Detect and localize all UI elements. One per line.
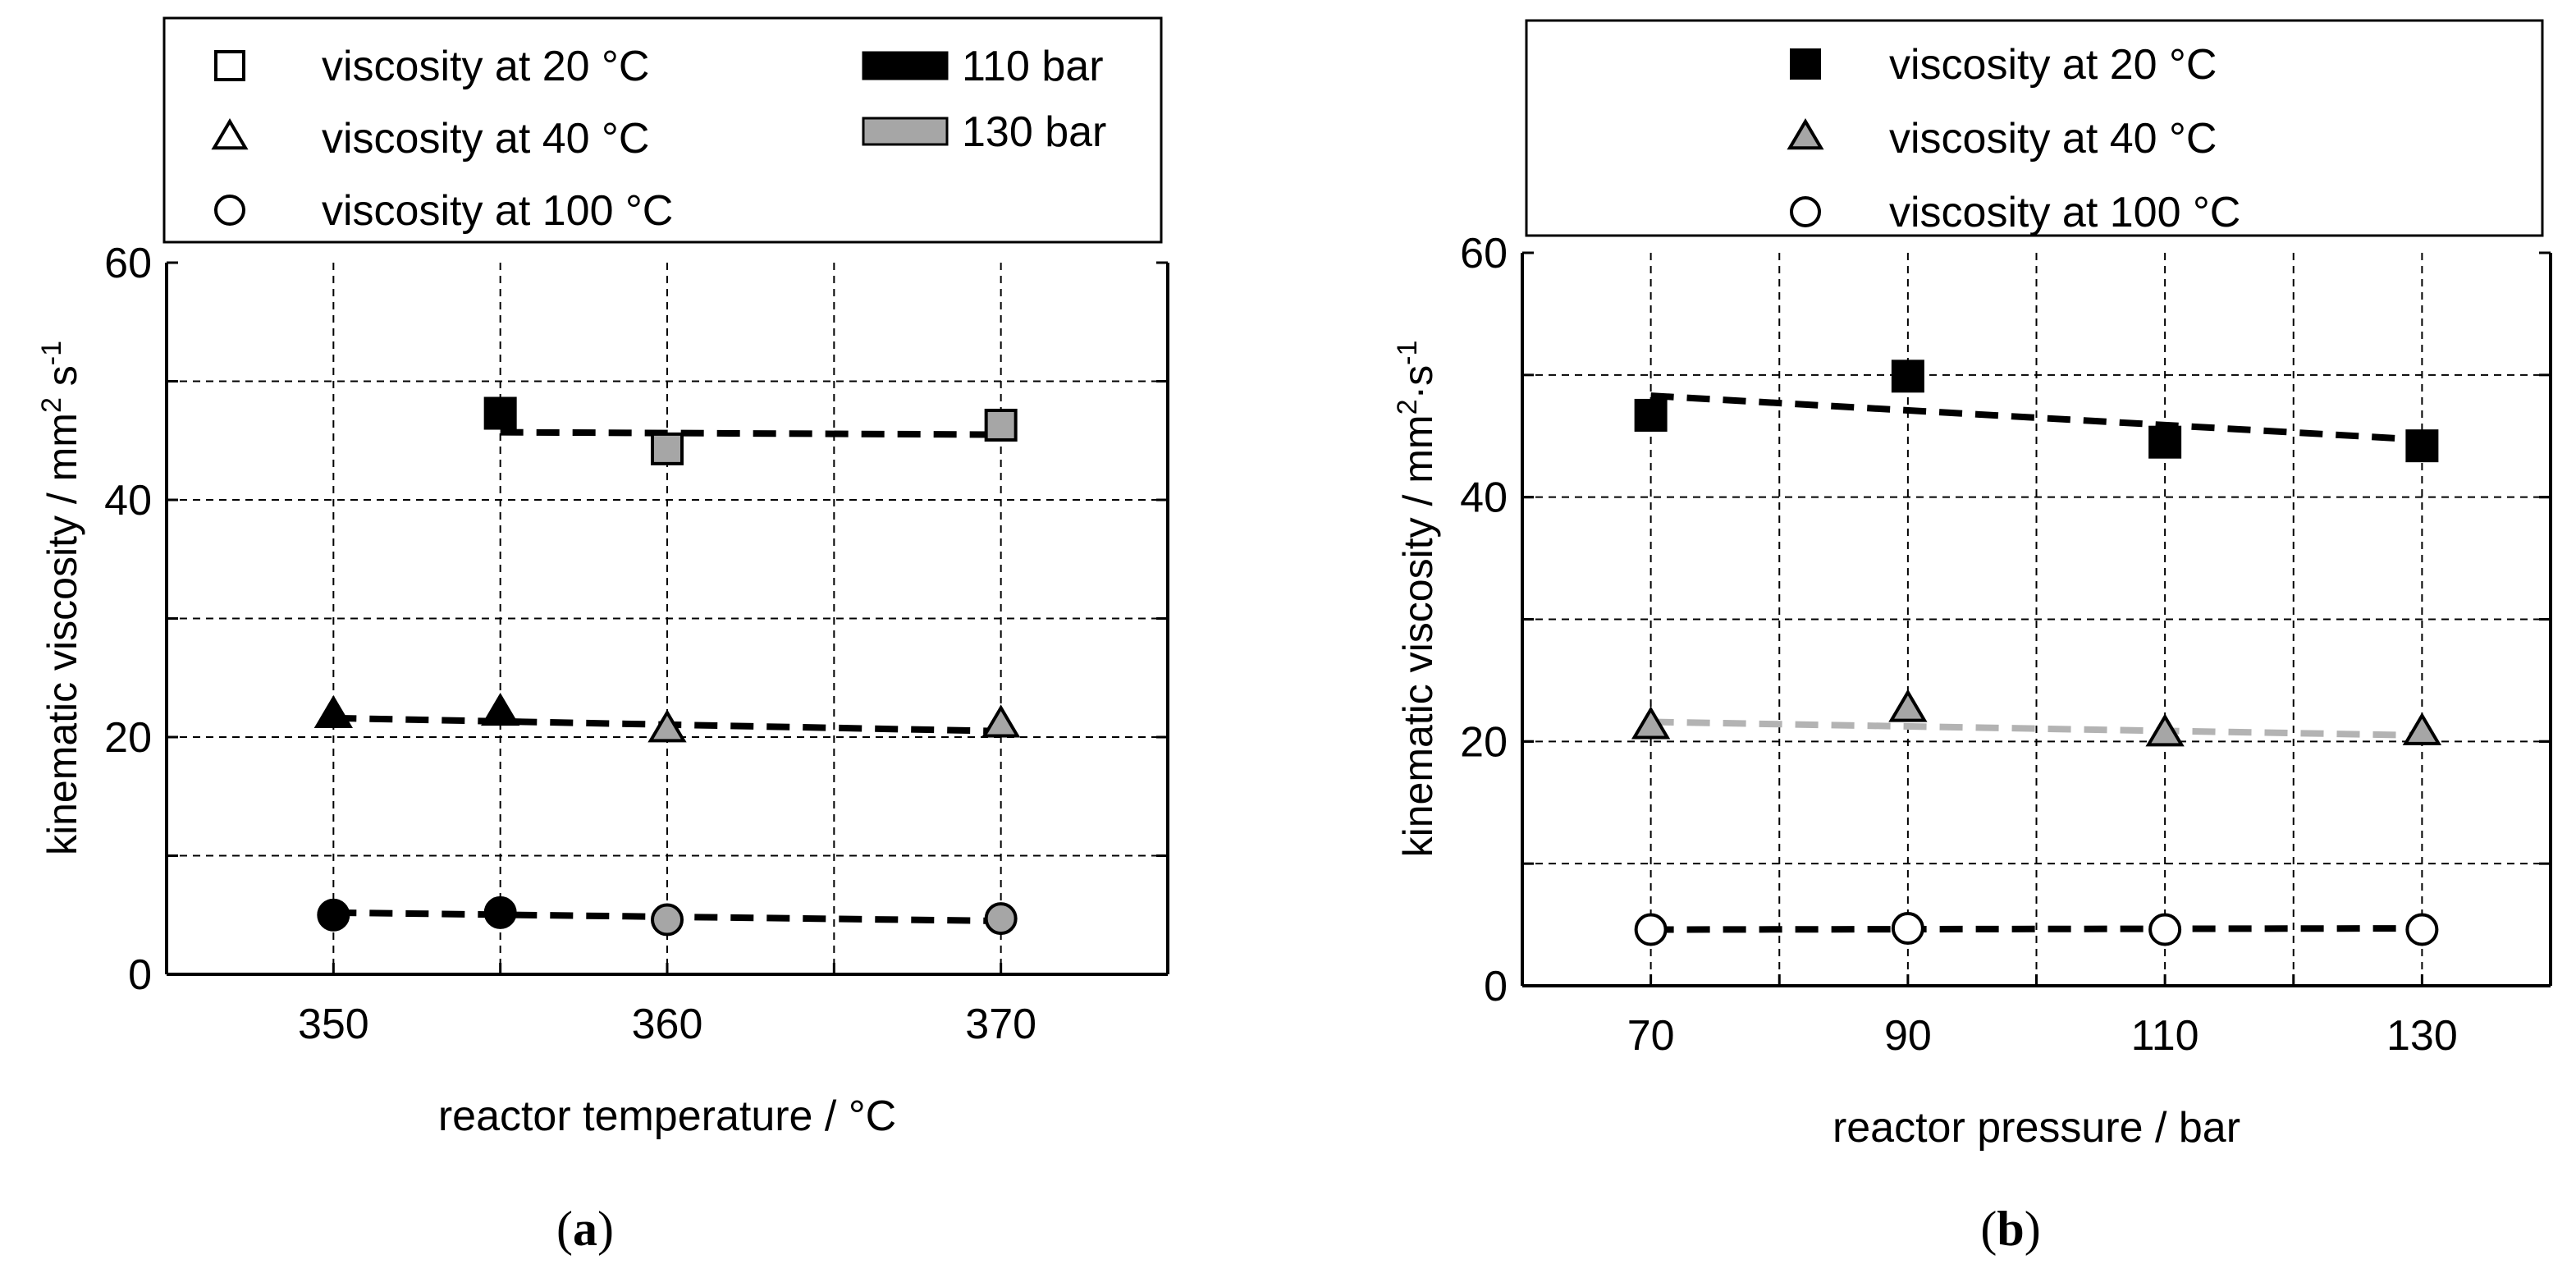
trend-line [1650, 718, 2423, 739]
data-point [1891, 360, 1924, 393]
legend-label: 110 bar [962, 43, 1104, 90]
data-point [984, 902, 1018, 936]
y-tick-label: 60 [104, 240, 152, 287]
y-tick-label: 40 [1460, 474, 1508, 522]
data-point [313, 694, 353, 728]
x-tick-label: 110 [2131, 1012, 2199, 1060]
legend-swatch [862, 51, 949, 80]
y-tick-label: 0 [1484, 963, 1508, 1010]
trend-line [1650, 392, 2423, 443]
legend-marker [214, 50, 245, 81]
y-tick-label: 60 [1460, 230, 1508, 277]
data-point [481, 692, 520, 726]
x-tick-label: 130 [2386, 1012, 2458, 1060]
data-point [2405, 913, 2439, 946]
trend-line [1650, 925, 2423, 933]
legend-label: viscosity at 40 °C [1889, 115, 2217, 163]
data-point [651, 903, 684, 937]
data-point [1891, 912, 1924, 946]
legend-label: 130 bar [962, 108, 1106, 156]
data-point [981, 704, 1021, 738]
legend-label: viscosity at 40 °C [322, 115, 649, 163]
y-tick-label: 40 [104, 477, 152, 524]
data-point [651, 432, 684, 465]
chart-a: 0 20 40 60 350 360 370 reactor temperature / °C… [36, 16, 1169, 1256]
figure-caption: (a) [556, 1202, 614, 1256]
data-point [317, 898, 350, 932]
legend-label: viscosity at 100 °C [1889, 189, 2240, 236]
legend-box [1525, 19, 2544, 237]
data-point [2145, 713, 2185, 747]
legend-marker [1787, 118, 1824, 150]
data-point [483, 896, 517, 929]
data-point [2148, 913, 2182, 946]
legend-label: viscosity at 20 °C [1889, 41, 2217, 89]
x-axis-label: reactor pressure / bar [1832, 1104, 2240, 1152]
figure-caption: (b) [1980, 1202, 2040, 1256]
data-point [2402, 712, 2442, 745]
data-point [1631, 706, 1671, 740]
chart-b: 0 20 40 60 70 90 110 130 reactor pressure / bar k… [1392, 19, 2552, 1256]
x-tick-label: 370 [965, 1001, 1036, 1048]
data-point [1634, 398, 1668, 432]
y-axis-label: kinematic viscosity / mm2·s-1 [1392, 341, 1441, 858]
data-point [2148, 425, 2182, 459]
legend-swatch [862, 117, 949, 146]
y-tick-label: 0 [128, 951, 152, 999]
legend-label: viscosity at 100 °C [322, 187, 673, 235]
x-tick-label: 360 [632, 1001, 703, 1048]
legend-marker [211, 118, 249, 150]
legend-marker [1790, 48, 1821, 80]
data-point [1888, 689, 1928, 722]
data-point [2405, 429, 2439, 463]
legend-marker [1790, 196, 1821, 227]
data-point [1634, 913, 1668, 946]
trend-line [500, 428, 1001, 438]
x-axis-label: reactor temperature / °C [438, 1092, 896, 1140]
legend-marker [214, 195, 245, 226]
legend-box [162, 16, 1163, 244]
data-point [647, 709, 687, 743]
x-tick-label: 70 [1627, 1012, 1675, 1060]
data-point [984, 408, 1018, 442]
x-tick-label: 90 [1884, 1012, 1932, 1060]
x-tick-label: 350 [298, 1001, 369, 1048]
y-tick-label: 20 [104, 714, 152, 762]
data-point [483, 396, 517, 430]
y-tick-label: 20 [1460, 718, 1508, 766]
legend-label: viscosity at 20 °C [322, 43, 649, 90]
y-axis-label: kinematic viscosity / mm2 s-1 [36, 341, 85, 855]
